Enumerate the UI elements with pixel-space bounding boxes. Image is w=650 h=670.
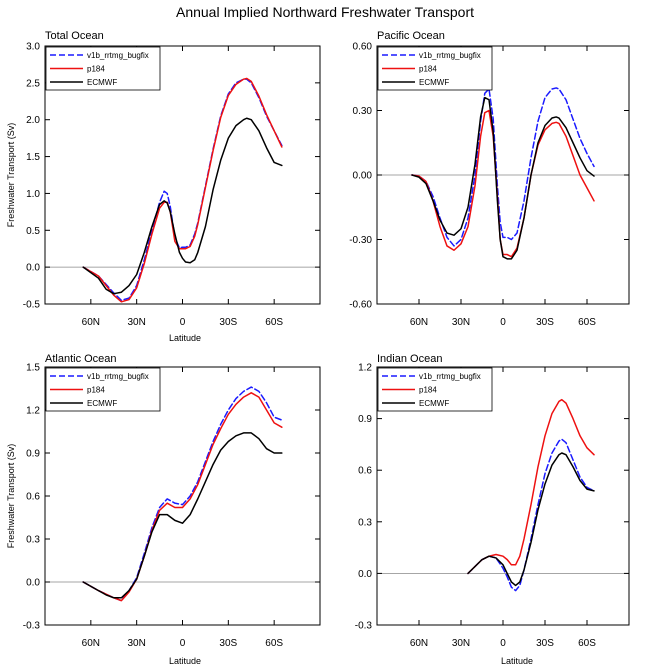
y-tick-label: 2.0 <box>26 115 40 126</box>
y-axis-label: Freshwater Transport (Sv) <box>6 123 16 228</box>
x-tick-label: 60S <box>265 317 283 328</box>
y-tick-label: -0.3 <box>355 621 373 632</box>
y-tick-label: -0.60 <box>349 300 372 311</box>
x-tick-label: 0 <box>180 317 186 328</box>
legend-label: ECMWF <box>419 399 449 408</box>
x-tick-label: 60S <box>578 317 596 328</box>
x-tick-label: 60N <box>410 317 428 328</box>
y-tick-label: 2.5 <box>26 78 40 89</box>
legend-label: v1b_rrtmg_bugfix <box>87 372 149 381</box>
panel-title: Total Ocean <box>45 30 104 42</box>
y-tick-label: 0.9 <box>26 449 40 460</box>
legend-label: v1b_rrtmg_bugfix <box>87 51 149 60</box>
x-tick-label: 0 <box>500 317 506 328</box>
y-tick-label: 0.5 <box>26 226 40 237</box>
series-line-p184 <box>82 77 283 303</box>
y-tick-label: 1.5 <box>26 152 40 163</box>
x-tick-label: 30N <box>452 317 470 328</box>
indian-ocean-panel: Indian Ocean Latitude -0.3 0.0 0.3 0.6 0.9 1.… <box>355 353 630 666</box>
series-line-ecmwf <box>82 117 283 295</box>
x-tick-label: 0 <box>180 638 186 649</box>
y-tick-label: 1.0 <box>26 189 40 200</box>
x-axis-label: Latitude <box>169 656 201 666</box>
y-tick-label: 0.0 <box>358 569 372 580</box>
legend-label: p184 <box>419 386 437 395</box>
panel-title: Pacific Ocean <box>377 30 445 42</box>
y-tick-label: -0.30 <box>349 235 372 246</box>
y-tick-label: 1.5 <box>26 363 40 374</box>
x-axis-label: Latitude <box>169 333 201 343</box>
y-tick-label: 0.30 <box>353 106 373 117</box>
x-tick-label: 60S <box>265 638 283 649</box>
total-ocean-panel: Total Ocean Freshwater Transport (Sv) La… <box>6 30 321 343</box>
series-line-p184 <box>82 392 283 602</box>
legend: v1b_rrtmg_bugfix p184 ECMWF <box>45 46 161 91</box>
x-tick-label: 60N <box>82 317 100 328</box>
x-tick-label: 60N <box>82 638 100 649</box>
x-tick-label: 30N <box>127 638 145 649</box>
y-tick-label: 0.00 <box>353 171 373 182</box>
legend-label: v1b_rrtmg_bugfix <box>419 372 481 381</box>
series-line-v1b-rrtmg-bugfix <box>467 438 595 592</box>
panel-title: Atlantic Ocean <box>45 353 117 365</box>
y-tick-label: 0.6 <box>358 466 372 477</box>
y-axis-label: Freshwater Transport (Sv) <box>6 444 16 549</box>
legend-label: ECMWF <box>87 78 117 87</box>
figure-title: Annual Implied Northward Freshwater Tran… <box>176 4 474 20</box>
legend: v1b_rrtmg_bugfix p184 ECMWF <box>377 367 493 412</box>
x-tick-label: 0 <box>500 638 506 649</box>
x-tick-label: 30N <box>127 317 145 328</box>
series-line-v1b-rrtmg-bugfix <box>82 386 283 602</box>
pacific-ocean-panel: Pacific Ocean -0.60 -0.30 0.00 0.30 0.60 60N 3… <box>349 30 630 328</box>
x-axis-label: Latitude <box>501 656 533 666</box>
atlantic-ocean-panel: Atlantic Ocean Freshwater Transport (Sv)… <box>6 353 321 666</box>
x-tick-label: 60N <box>410 638 428 649</box>
legend-label: v1b_rrtmg_bugfix <box>419 51 481 60</box>
legend-label: ECMWF <box>419 78 449 87</box>
legend-label: p184 <box>87 386 105 395</box>
x-tick-label: 30S <box>219 638 237 649</box>
series-line-ecmwf <box>467 452 595 587</box>
y-tick-label: 0.3 <box>358 517 372 528</box>
y-tick-label: -0.5 <box>23 300 41 311</box>
series-line-v1b-rrtmg-bugfix <box>411 87 595 247</box>
series-line-ecmwf <box>82 432 283 599</box>
series-line-ecmwf <box>411 96 595 260</box>
x-tick-label: 30N <box>452 638 470 649</box>
y-tick-label: 0.6 <box>26 492 40 503</box>
y-tick-label: 0.3 <box>26 535 40 546</box>
y-tick-label: 1.2 <box>26 406 40 417</box>
y-tick-label: 3.0 <box>26 42 40 53</box>
panel-title: Indian Ocean <box>377 353 442 365</box>
y-tick-label: 1.2 <box>358 363 372 374</box>
legend: v1b_rrtmg_bugfix p184 ECMWF <box>377 46 493 91</box>
y-tick-label: 0.9 <box>358 414 372 425</box>
y-tick-label: 0.0 <box>26 578 40 589</box>
y-tick-label: 0.60 <box>353 42 373 53</box>
legend: v1b_rrtmg_bugfix p184 ECMWF <box>45 367 161 412</box>
legend-label: ECMWF <box>87 399 117 408</box>
x-tick-label: 30S <box>536 638 554 649</box>
y-tick-label: 0.0 <box>26 263 40 274</box>
series-line-p184 <box>467 398 595 575</box>
x-tick-label: 30S <box>219 317 237 328</box>
legend-label: p184 <box>419 65 437 74</box>
y-tick-label: -0.3 <box>23 621 41 632</box>
legend-label: p184 <box>87 65 105 74</box>
x-tick-label: 60S <box>578 638 596 649</box>
x-tick-label: 30S <box>536 317 554 328</box>
